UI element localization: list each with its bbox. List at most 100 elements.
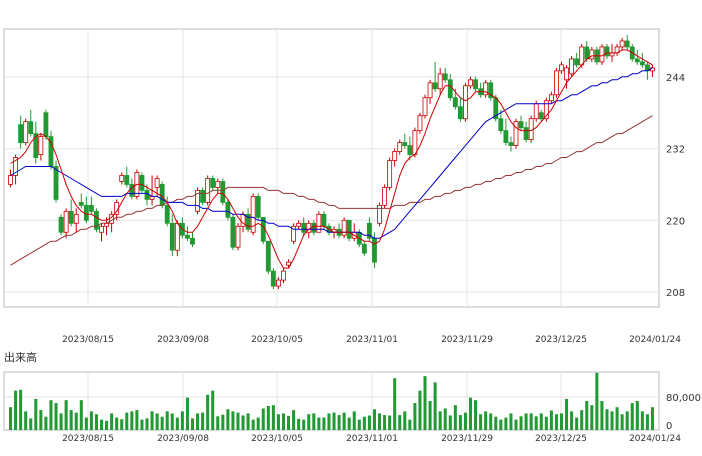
- candle-body: [377, 204, 382, 224]
- candle-body: [599, 46, 605, 63]
- candle-body: [639, 61, 645, 66]
- volume-bar: [645, 414, 649, 430]
- volume-title: 出来高: [4, 350, 37, 364]
- volume-bar: [170, 413, 174, 430]
- candle-body: [513, 121, 519, 146]
- candle-body: [265, 240, 271, 272]
- volume-bar: [221, 414, 225, 430]
- price-y-tick-label: 208: [666, 288, 685, 299]
- price-y-tick-label: 220: [666, 216, 685, 227]
- volume-bar: [585, 401, 589, 430]
- volume-bar: [160, 416, 164, 430]
- candle-body: [432, 82, 438, 90]
- price-x-tick-label: 2023/09/08: [157, 335, 209, 345]
- candle-body: [321, 213, 327, 227]
- volume-bar: [135, 410, 139, 430]
- volume-bar: [458, 415, 462, 430]
- candle-body: [311, 222, 317, 233]
- volume-bar: [211, 390, 215, 430]
- candle-body: [387, 160, 393, 188]
- candle-body: [28, 121, 34, 135]
- candle-body: [281, 270, 286, 281]
- volume-bar: [549, 410, 553, 430]
- volume-bar: [357, 419, 361, 430]
- volume-bar: [246, 413, 250, 430]
- candle-body: [442, 73, 448, 81]
- candle-body: [366, 222, 372, 239]
- volume-bar: [271, 405, 275, 430]
- volume-bar: [322, 417, 326, 430]
- volume-bar: [534, 416, 538, 430]
- candle-body: [94, 210, 99, 230]
- candle-body: [427, 82, 433, 99]
- volume-bar: [372, 409, 376, 430]
- volume-bar: [580, 410, 584, 430]
- candle-body: [18, 124, 24, 143]
- candle-body: [559, 64, 564, 72]
- candle-body: [225, 201, 231, 218]
- candle-body: [230, 216, 236, 248]
- volume-bar: [453, 405, 457, 430]
- volume-bar: [130, 411, 134, 430]
- price-x-tick-label: 2023/12/25: [535, 335, 587, 345]
- volume-bar: [236, 412, 240, 430]
- volume-bar: [216, 416, 220, 430]
- candle-body: [346, 219, 352, 239]
- candle-body: [205, 178, 211, 203]
- volume-bar: [261, 408, 265, 430]
- volume-x-tick-label: 2023/12/25: [535, 434, 587, 444]
- volume-bar: [474, 400, 478, 430]
- volume-x-tick-label: 2023/08/15: [62, 434, 114, 444]
- volume-bar: [362, 416, 366, 430]
- volume-bar: [499, 419, 503, 430]
- volume-bar: [180, 411, 184, 430]
- candle-body: [488, 82, 494, 99]
- volume-bar: [403, 411, 407, 430]
- volume-bar: [625, 411, 629, 430]
- volume-x-tick-label: 2023/11/01: [346, 434, 398, 444]
- volume-bar: [388, 415, 392, 430]
- candle-body: [124, 175, 130, 185]
- volume-y-tick-label: 0: [666, 421, 672, 432]
- volume-bar: [251, 419, 255, 430]
- volume-x-tick-label: 2023/09/08: [157, 434, 209, 444]
- candle-body: [463, 85, 468, 120]
- candle-body: [447, 79, 453, 99]
- candle-body: [508, 142, 514, 146]
- volume-bar: [590, 405, 594, 430]
- candle-body: [301, 222, 307, 233]
- volume-bar: [610, 411, 614, 430]
- candle-body: [503, 130, 509, 143]
- candle-body: [13, 157, 19, 176]
- volume-bar: [514, 419, 518, 430]
- candle-body: [412, 130, 418, 155]
- volume-bar: [337, 415, 341, 430]
- candle-body: [73, 213, 79, 224]
- volume-bar: [529, 413, 533, 430]
- candle-body: [38, 136, 44, 155]
- price-panel: 208 220 232 244 2023/08/15 2023/09/08 2023/10/…: [3, 28, 685, 345]
- candle-body: [483, 82, 489, 96]
- volume-bar: [115, 417, 119, 430]
- volume-bar: [266, 405, 270, 430]
- candle-body: [523, 127, 529, 141]
- volume-bar: [635, 401, 639, 430]
- price-x-tick-label: 2024/01/24: [629, 335, 681, 345]
- volume-bar: [59, 413, 63, 430]
- volume-bar: [256, 417, 260, 430]
- candle-body: [88, 204, 94, 212]
- candle-body: [604, 46, 610, 57]
- volume-bar: [468, 397, 473, 430]
- candle-body: [543, 100, 549, 120]
- volume-bar: [89, 411, 93, 430]
- volume-bar: [443, 408, 447, 430]
- volume-bar: [575, 417, 579, 430]
- volume-bar: [201, 412, 205, 430]
- candle-body: [291, 225, 297, 242]
- candle-body: [548, 94, 554, 102]
- price-y-tick-label: 244: [666, 73, 685, 84]
- volume-bar: [24, 411, 28, 430]
- candle-body: [589, 49, 595, 60]
- candle-body: [574, 58, 580, 66]
- candle-body: [210, 178, 216, 188]
